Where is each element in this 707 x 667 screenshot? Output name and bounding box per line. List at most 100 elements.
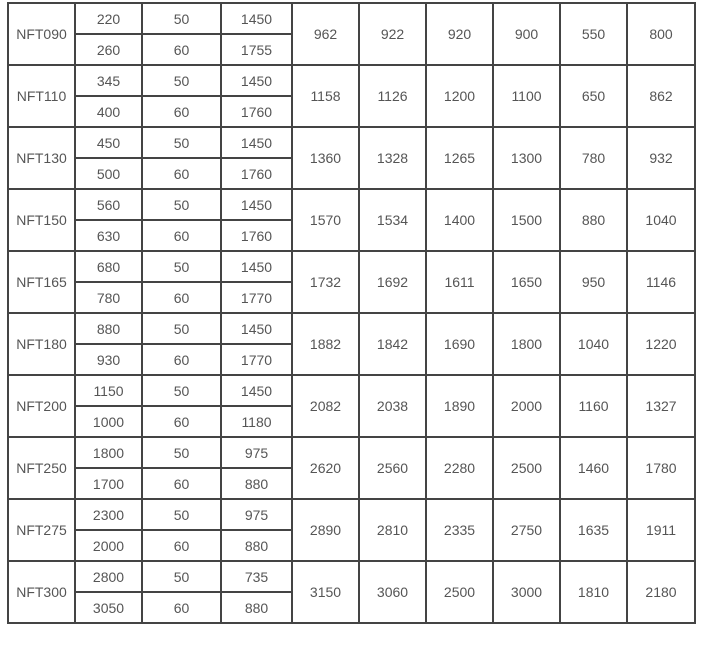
model-cell: NFT300 <box>7 560 76 624</box>
sub-cell: 1755 <box>220 33 293 66</box>
value-cell: 880 <box>559 188 628 252</box>
value-cell: 3150 <box>291 560 360 624</box>
model-cell: NFT165 <box>7 250 76 314</box>
table-row: 630 60 1760 <box>8 219 695 252</box>
value-cell: 1611 <box>425 250 494 314</box>
model-cell: NFT275 <box>7 498 76 562</box>
sub-cell: 50 <box>141 374 222 407</box>
sub-cell: 345 <box>74 64 143 97</box>
sub-cell: 1450 <box>220 188 293 221</box>
value-cell: 1570 <box>291 188 360 252</box>
sub-cell: 2800 <box>74 560 143 593</box>
sub-cell: 1760 <box>220 219 293 252</box>
table-row: NFT275 2300 50 975 2890 2810 2335 2750 1635 1911 <box>7 498 696 562</box>
value-cell: 1327 <box>626 374 696 438</box>
sub-cell: 60 <box>141 157 222 190</box>
sub-cell: 2300 <box>74 498 143 531</box>
sub-cell: 60 <box>141 529 222 562</box>
model-cell: NFT200 <box>7 374 76 438</box>
sub-cell: 260 <box>74 33 143 66</box>
sub-cell: 880 <box>74 312 143 345</box>
sub-cell: 630 <box>74 219 143 252</box>
sub-cell: 1450 <box>220 250 293 283</box>
sub-cell: 60 <box>141 281 222 314</box>
sub-cell: 560 <box>74 188 143 221</box>
sub-cell: 400 <box>74 95 143 128</box>
value-cell: 1200 <box>425 64 494 128</box>
value-cell: 2180 <box>626 560 696 624</box>
value-cell: 1126 <box>358 64 427 128</box>
sub-cell: 1450 <box>220 2 293 35</box>
value-cell: 932 <box>626 126 696 190</box>
value-cell: 1690 <box>425 312 494 376</box>
sub-cell: 60 <box>141 405 222 438</box>
value-cell: 1780 <box>626 436 696 500</box>
sub-cell: 1000 <box>74 405 143 438</box>
sub-cell: 60 <box>141 33 222 66</box>
sub-cell: 930 <box>74 343 143 376</box>
value-cell: 1328 <box>358 126 427 190</box>
value-cell: 2500 <box>425 560 494 624</box>
sub-cell: 975 <box>220 436 293 469</box>
value-cell: 1635 <box>559 498 628 562</box>
table-row: 400 60 1760 <box>8 95 695 128</box>
sub-cell: 50 <box>141 560 222 593</box>
sub-cell: 60 <box>141 219 222 252</box>
sub-cell: 1770 <box>220 281 293 314</box>
value-cell: 800 <box>626 2 696 66</box>
value-cell: 1220 <box>626 312 696 376</box>
table-row: 260 60 1755 <box>8 33 695 66</box>
sub-cell: 880 <box>220 467 293 500</box>
sub-cell: 880 <box>220 591 293 624</box>
value-cell: 2500 <box>492 436 561 500</box>
sub-cell: 1770 <box>220 343 293 376</box>
value-cell: 2810 <box>358 498 427 562</box>
value-cell: 920 <box>425 2 494 66</box>
sub-cell: 50 <box>141 312 222 345</box>
value-cell: 1460 <box>559 436 628 500</box>
table-row: 930 60 1770 <box>8 343 695 376</box>
value-cell: 900 <box>492 2 561 66</box>
sub-cell: 1450 <box>220 374 293 407</box>
value-cell: 962 <box>291 2 360 66</box>
value-cell: 1500 <box>492 188 561 252</box>
sub-cell: 1450 <box>220 64 293 97</box>
sub-cell: 50 <box>141 188 222 221</box>
value-cell: 1160 <box>559 374 628 438</box>
value-cell: 1040 <box>626 188 696 252</box>
value-cell: 2280 <box>425 436 494 500</box>
value-cell: 1100 <box>492 64 561 128</box>
sub-cell: 50 <box>141 436 222 469</box>
value-cell: 922 <box>358 2 427 66</box>
value-cell: 1040 <box>559 312 628 376</box>
value-cell: 2560 <box>358 436 427 500</box>
sub-cell: 500 <box>74 157 143 190</box>
sub-cell: 1450 <box>220 312 293 345</box>
value-cell: 650 <box>559 64 628 128</box>
value-cell: 1650 <box>492 250 561 314</box>
value-cell: 1732 <box>291 250 360 314</box>
sub-cell: 1800 <box>74 436 143 469</box>
value-cell: 2038 <box>358 374 427 438</box>
value-cell: 1158 <box>291 64 360 128</box>
model-cell: NFT110 <box>7 64 76 128</box>
table-row: 500 60 1760 <box>8 157 695 190</box>
sub-cell: 1450 <box>220 126 293 159</box>
value-cell: 1360 <box>291 126 360 190</box>
sub-cell: 975 <box>220 498 293 531</box>
sub-cell: 1700 <box>74 467 143 500</box>
model-cell: NFT130 <box>7 126 76 190</box>
sub-cell: 1760 <box>220 157 293 190</box>
sub-cell: 50 <box>141 498 222 531</box>
sub-cell: 50 <box>141 126 222 159</box>
value-cell: 1265 <box>425 126 494 190</box>
value-cell: 2890 <box>291 498 360 562</box>
table-row: NFT165 680 50 1450 1732 1692 1611 1650 950 1146 <box>7 250 696 314</box>
value-cell: 950 <box>559 250 628 314</box>
sub-cell: 50 <box>141 250 222 283</box>
model-cell: NFT150 <box>7 188 76 252</box>
sub-cell: 680 <box>74 250 143 283</box>
value-cell: 2750 <box>492 498 561 562</box>
value-cell: 1800 <box>492 312 561 376</box>
value-cell: 1882 <box>291 312 360 376</box>
